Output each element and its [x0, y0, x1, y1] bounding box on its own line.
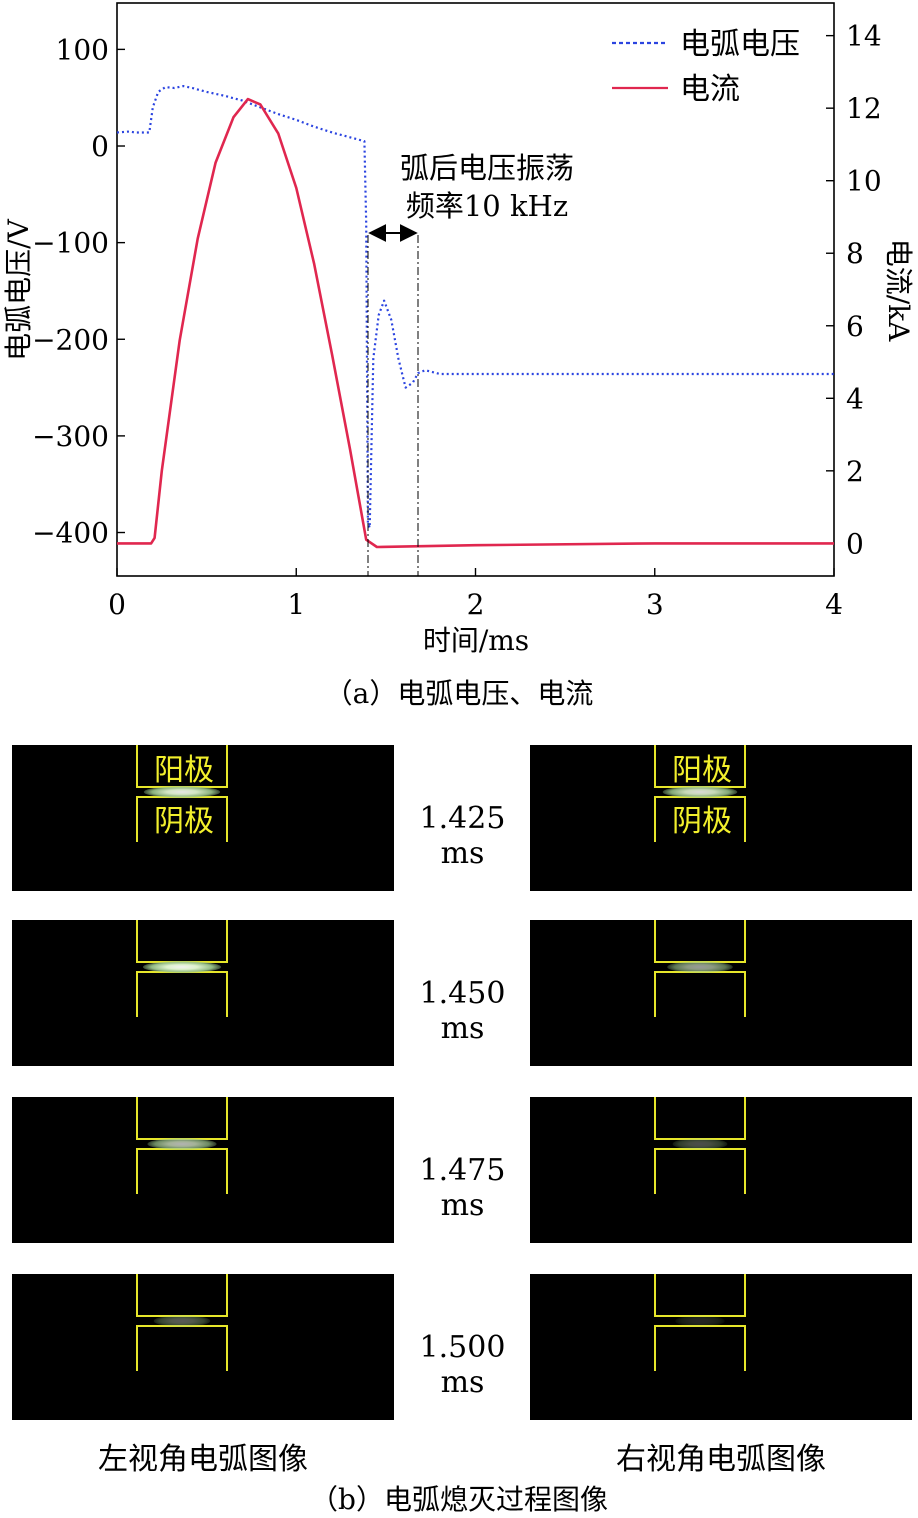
x-tick-label-2: 2 — [467, 588, 485, 621]
cathode-outline — [136, 1148, 228, 1194]
frame-time-label: 1.450 ms — [419, 976, 506, 1046]
cathode-outline: 阴极 — [654, 796, 746, 842]
y-left-tick-label-2: −100 — [32, 227, 109, 260]
y-left-tick-label-3: −200 — [32, 323, 109, 356]
arc-glow — [667, 961, 733, 973]
anode-label: 阳极 — [672, 753, 732, 788]
anode-outline — [654, 1274, 746, 1317]
right-view-frame — [530, 1274, 912, 1420]
y-left-tick-label-5: −400 — [32, 517, 109, 550]
voltage-series-line — [116, 84, 834, 529]
y-right-tick-label-0: 0 — [846, 527, 864, 560]
y-right-tick-label-7: 14 — [846, 20, 882, 53]
x-tick-label-0: 0 — [108, 588, 126, 621]
left-view-label: 左视角电弧图像 — [98, 1442, 308, 1477]
cathode-outline — [654, 1325, 746, 1371]
legend-current-label: 电流 — [680, 72, 740, 107]
y-right-tick-label-6: 12 — [846, 92, 882, 125]
anode-outline — [136, 1274, 228, 1317]
cathode-outline: 阴极 — [136, 796, 228, 842]
cathode-outline — [136, 1325, 228, 1371]
cathode-outline — [654, 971, 746, 1017]
left-view-frame — [12, 1097, 394, 1243]
y-left-tick-label-4: −300 — [32, 420, 109, 453]
x-tick-label-1: 1 — [287, 588, 305, 621]
y-right-tick-label-1: 2 — [846, 455, 864, 488]
legend-voltage-label: 电弧电压 — [680, 27, 800, 62]
anode-label: 阳极 — [154, 753, 214, 788]
y-left-tick-label-0: 100 — [56, 33, 109, 66]
y-right-tick-label-5: 10 — [846, 165, 882, 198]
arc-glow — [153, 1315, 211, 1327]
right-view-frame — [530, 920, 912, 1066]
frame-time-label: 1.475 ms — [419, 1153, 506, 1223]
y-left-axis-label: 电弧电压/V — [2, 218, 35, 360]
figure-b-caption: （b）电弧熄灭过程图像 — [310, 1483, 608, 1516]
annotation-line2: 频率10 kHz — [406, 189, 568, 223]
y-right-tick-label-4: 8 — [846, 237, 864, 270]
right-view-label: 右视角电弧图像 — [616, 1442, 826, 1477]
anode-outline: 阳极 — [654, 745, 746, 788]
anode-outline — [654, 1097, 746, 1140]
frame-time-label: 1.425 ms — [419, 801, 506, 871]
anode-outline — [654, 920, 746, 963]
y-right-tick-label-2: 4 — [846, 382, 864, 415]
x-tick-label-3: 3 — [646, 588, 664, 621]
frame-time-label: 1.500 ms — [419, 1330, 506, 1400]
y-right-tick-label-3: 6 — [846, 310, 864, 343]
anode-outline — [136, 1097, 228, 1140]
annotation-line1: 弧后电压振荡 — [400, 151, 574, 185]
current-series-line — [117, 97, 834, 549]
left-view-frame — [12, 1274, 394, 1420]
y-left-tick-label-1: 0 — [91, 130, 109, 163]
x-axis-label: 时间/ms — [423, 624, 529, 657]
cathode-label: 阴极 — [672, 804, 732, 839]
anode-outline: 阳极 — [136, 745, 228, 788]
right-view-frame — [530, 1097, 912, 1243]
left-view-frame: 阳极 阴极 — [12, 745, 394, 891]
cathode-label: 阴极 — [154, 804, 214, 839]
anode-outline — [136, 920, 228, 963]
cathode-outline — [136, 971, 228, 1017]
arc-glow — [142, 961, 222, 973]
arc-glow — [672, 1138, 728, 1150]
legend: 电弧电压 电流 — [612, 27, 800, 107]
arc-glow — [147, 1138, 217, 1150]
arc-glow — [662, 786, 738, 798]
arc-glow — [143, 786, 221, 798]
right-view-frame: 阳极 阴极 — [530, 745, 912, 891]
cathode-outline — [654, 1148, 746, 1194]
left-view-frame — [12, 920, 394, 1066]
x-tick-label-4: 4 — [825, 588, 843, 621]
arc-glow — [675, 1315, 725, 1327]
y-right-axis-label: 电流/kA — [882, 239, 915, 342]
figure-a-caption: （a）电弧电压、电流 — [324, 677, 594, 710]
